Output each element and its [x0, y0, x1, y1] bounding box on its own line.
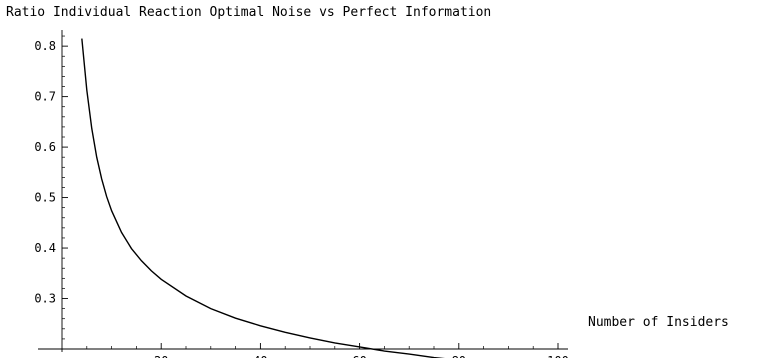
y-tick-label: 0.3: [34, 292, 56, 306]
axes: [38, 30, 568, 352]
x-tick-label: 40: [253, 354, 267, 358]
series-line: [81, 38, 446, 358]
chart-title: Ratio Individual Reaction Optimal Noise …: [6, 5, 491, 20]
y-tick-label: 0.5: [34, 191, 56, 205]
y-tick-label: 0.4: [34, 241, 56, 255]
y-tick-label: 0.7: [34, 90, 56, 104]
y-tick-label: 0.6: [34, 140, 56, 154]
x-tick-label: 100: [547, 354, 569, 358]
series: [81, 38, 446, 358]
x-tick-label: 20: [154, 354, 168, 358]
y-tick-label: 0.8: [34, 39, 56, 53]
x-axis-label: Number of Insiders: [588, 315, 729, 330]
ticks: 20 40 60 80 100 0.3 0.4 0.5 0.6 0.7 0.8: [34, 35, 569, 358]
x-tick-label: 80: [452, 354, 466, 358]
x-tick-label: 60: [352, 354, 366, 358]
